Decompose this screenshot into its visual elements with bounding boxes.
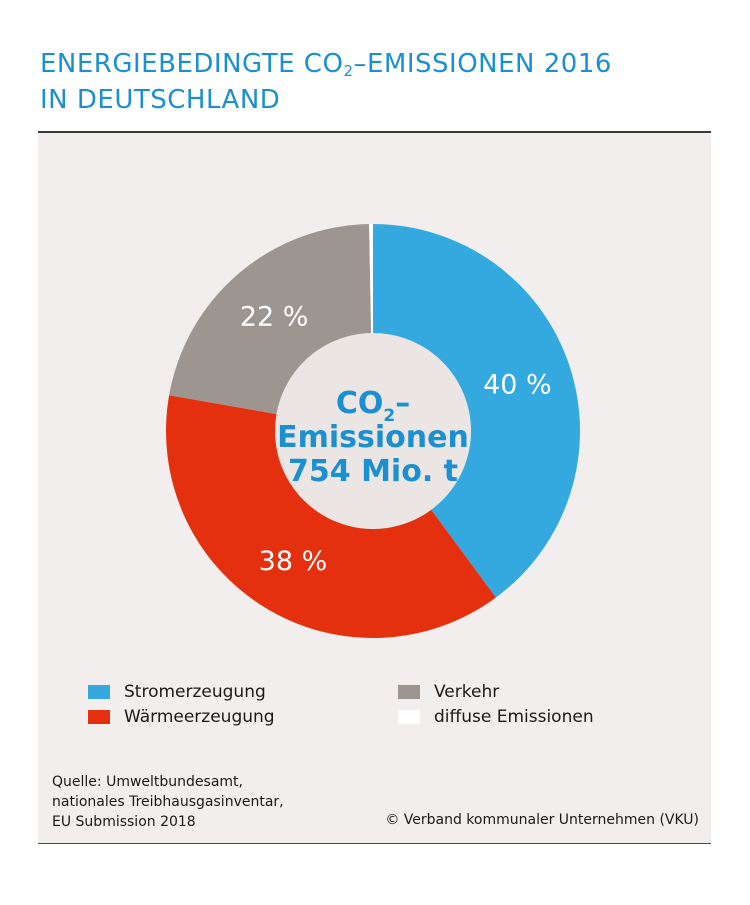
slice-label: 38 % [259,546,328,577]
center-label-line2: Emissionen [277,420,469,455]
source-note: Quelle: Umweltbundesamt, nationales Trei… [52,772,284,832]
page-title: ENERGIEBEDINGTE CO2–EMISSIONEN 2016 IN D… [40,46,720,118]
source-line: EU Submission 2018 [52,814,196,830]
legend-swatch [398,685,420,699]
legend-item-diffuse-emissionen: diffuse Emissionen [398,706,594,728]
source-line: Quelle: Umweltbundesamt, [52,774,243,790]
slice-label: 40 % [483,369,552,400]
legend-label: Stromerzeugung [124,682,266,702]
title-line1: ENERGIEBEDINGTE CO2–EMISSIONEN 2016 [40,49,612,80]
top-divider [38,131,711,133]
source-line: nationales Treibhausgasinventar, [52,794,284,810]
bottom-divider [38,843,711,844]
legend-swatch [398,710,420,724]
legend-label: diffuse Emissionen [434,707,594,727]
legend-item-verkehr: Verkehr [398,681,499,703]
copyright-note: © Verband kommunaler Unternehmen (VKU) [385,812,699,828]
slice-stromerzeugung [373,224,580,598]
donut-center-hole [275,333,471,529]
center-label-line1: CO2– [336,386,410,426]
legend-item-stromerzeugung: Stromerzeugung [88,681,266,703]
title-line2: IN DEUTSCHLAND [40,85,281,115]
slice-label: 22 % [240,302,309,333]
center-label-line3: 754 Mio. t [288,454,458,489]
legend-swatch [88,710,110,724]
legend-label: Verkehr [434,682,500,702]
legend-swatch [88,685,110,699]
legend-item-waermeerzeugung: Wärmeerzeugung [88,706,275,728]
slice-labels: 40 % 38 % 22 % [240,302,552,578]
legend-label: Wärmeerzeugung [124,707,275,727]
